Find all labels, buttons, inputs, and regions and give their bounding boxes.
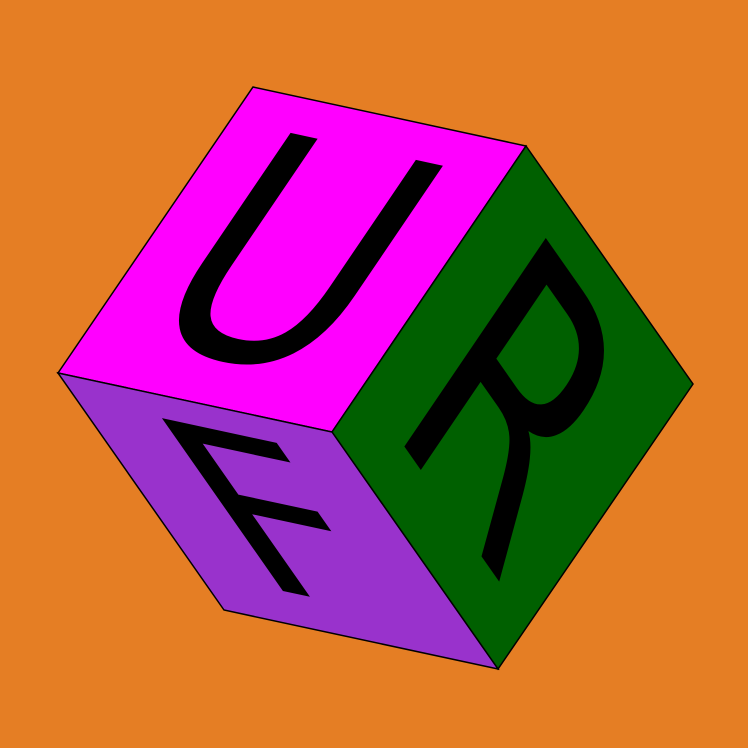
cube-face-front bbox=[56, 371, 500, 671]
